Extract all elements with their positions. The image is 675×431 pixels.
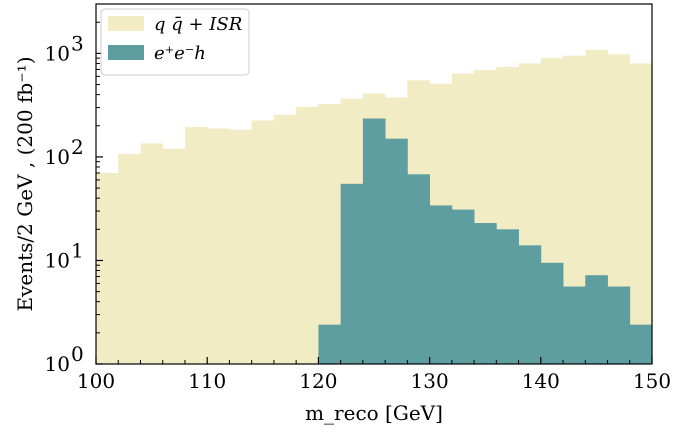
bar-eeh-19: [519, 245, 542, 364]
bar-eeh-16: [452, 210, 475, 364]
x-tick-label-4: 140: [522, 369, 560, 393]
bar-qqbar-isr-0: [96, 173, 119, 364]
bar-eeh-22: [585, 275, 608, 364]
bar-eeh-15: [430, 205, 453, 364]
legend-label-qqbar-isr: q q̄ + ISR: [154, 14, 242, 35]
bar-qqbar-isr-6: [229, 130, 252, 364]
y-tick-exponent-2: 2: [71, 135, 84, 159]
bar-qqbar-isr-9: [296, 107, 319, 364]
bar-qqbar-isr-8: [274, 115, 297, 364]
bar-eeh-11: [341, 184, 364, 364]
bar-qqbar-isr-1: [118, 154, 141, 364]
bar-qqbar-isr-3: [163, 149, 186, 364]
bar-qqbar-isr-24: [630, 63, 653, 364]
x-tick-label-3: 130: [411, 369, 449, 393]
y-axis-title: Events/2 GeV , (200 fb⁻¹): [13, 57, 37, 312]
y-tick-label-3: 10: [45, 41, 70, 65]
y-tick-exponent-1: 1: [71, 238, 84, 262]
bar-eeh-14: [407, 174, 430, 364]
y-tick-label-0: 10: [45, 352, 70, 376]
x-tick-label-0: 100: [77, 369, 115, 393]
bar-eeh-12: [363, 119, 386, 364]
bar-eeh-20: [541, 263, 564, 364]
y-tick-exponent-0: 0: [71, 342, 84, 366]
x-tick-label-5: 150: [633, 369, 671, 393]
x-tick-label-2: 120: [299, 369, 337, 393]
legend: q q̄ + ISR e⁺e⁻h: [101, 9, 249, 75]
bar-eeh-13: [385, 139, 408, 364]
bar-eeh-10: [318, 325, 341, 364]
y-tick-label-1: 10: [45, 248, 70, 272]
bar-qqbar-isr-5: [207, 129, 230, 364]
bar-eeh-17: [474, 223, 497, 364]
x-axis-title: m_reco [GeV]: [305, 401, 443, 425]
y-tick-exponent-3: 3: [71, 31, 84, 55]
y-tick-label-2: 10: [45, 145, 70, 169]
bar-qqbar-isr-4: [185, 127, 208, 364]
legend-swatch-eeh: [108, 45, 144, 60]
bar-qqbar-isr-7: [252, 120, 275, 364]
bar-eeh-18: [496, 229, 519, 364]
bar-eeh-21: [563, 287, 586, 364]
bar-eeh-24: [630, 325, 653, 364]
bar-eeh-23: [608, 287, 631, 364]
bar-qqbar-isr-2: [140, 143, 163, 364]
legend-label-eeh: e⁺e⁻h: [154, 43, 206, 64]
legend-swatch-qqbar-isr: [108, 16, 144, 31]
x-tick-label-1: 110: [188, 369, 226, 393]
